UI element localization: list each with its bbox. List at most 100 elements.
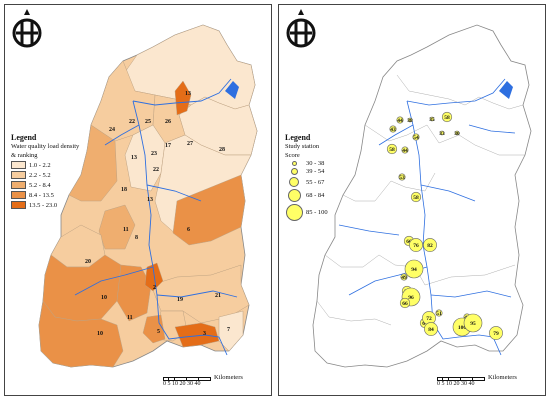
station-score-label: 76 xyxy=(413,243,419,249)
station-score-label: 44 xyxy=(402,148,408,154)
legend-swatch xyxy=(11,191,26,199)
station-circle xyxy=(398,173,406,181)
legend-subtitle-1: Study station xyxy=(285,143,320,150)
legend-circle-symbol xyxy=(287,189,301,202)
region-rank-label: 26 xyxy=(165,119,171,125)
legend-class-row: 68 - 84 xyxy=(285,188,328,203)
legend-circle-symbol xyxy=(285,204,303,221)
compass-logo-icon xyxy=(12,9,42,48)
station-circle xyxy=(386,143,398,155)
station-circle xyxy=(435,309,443,317)
station-circle xyxy=(389,125,397,133)
legend-title: Legend xyxy=(11,133,37,142)
region-rank-label: 21 xyxy=(215,293,221,299)
legend-class-label: 8.4 - 13.5 xyxy=(29,191,54,199)
station-score-label: 66 xyxy=(402,301,408,307)
basin-13-left xyxy=(68,124,118,202)
region-rank-label: 25 xyxy=(145,119,151,125)
legend-class-row: 39 - 54 xyxy=(285,167,328,176)
river-network xyxy=(338,78,516,356)
left-legend: Legend Water quality load density & rank… xyxy=(11,133,79,210)
station-score-label: 43 xyxy=(390,127,396,133)
legend-class-row: 2.2 - 5.2 xyxy=(11,170,79,180)
region-rank-label: 11 xyxy=(123,227,129,233)
right-map-panel: 4438355843543330584453586676829449569666… xyxy=(278,4,546,396)
legend-swatch xyxy=(11,161,26,169)
legend-class-row: 55 - 67 xyxy=(285,176,328,188)
station-circle xyxy=(401,146,409,154)
region-rank-label: 11 xyxy=(127,315,133,321)
station-circle xyxy=(429,116,435,122)
scale-ticks: 0 5 10 20 30 40 xyxy=(437,381,475,387)
right-scale-bar: Kilometers 0 5 10 20 30 40 xyxy=(437,374,517,387)
station-score-label: 95 xyxy=(470,321,476,327)
station-circle xyxy=(454,130,460,136)
station-circle xyxy=(489,326,503,340)
legend-class-row: 1.0 - 2.2 xyxy=(11,160,79,170)
left-map-panel: 13 22 25 26 24 27 17 28 23 13 22 18 13 11 6 8 20 10 11 2 19 2… xyxy=(4,4,272,396)
left-scale-bar: Kilometers 0 5 10 20 30 40 xyxy=(163,374,243,387)
legend-swatch xyxy=(11,181,26,189)
legend-class-label: 13.5 - 23.0 xyxy=(29,201,58,209)
scale-unit: Kilometers xyxy=(488,374,517,381)
region-rank-label: 23 xyxy=(151,151,157,157)
region-rank-label: 5 xyxy=(157,329,160,335)
scale-unit: Kilometers xyxy=(214,374,243,381)
legend-circle-symbol xyxy=(289,177,299,187)
legend-class-label: 2.2 - 5.2 xyxy=(29,171,51,179)
region-rank-label: 27 xyxy=(187,141,193,147)
station-score-label: 67 xyxy=(422,321,428,327)
station-score-label: 58 xyxy=(389,147,395,153)
legend-class-label: 39 - 54 xyxy=(306,168,325,175)
station-circle xyxy=(441,111,453,123)
station-score-label: 72 xyxy=(426,316,432,322)
basin-11 xyxy=(98,204,136,250)
station-circle xyxy=(404,259,424,279)
region-rank-label: 18 xyxy=(121,187,127,193)
region-rank-label: 6 xyxy=(187,227,190,233)
region-rank-label: 2 xyxy=(153,285,156,291)
legend-subtitle-2: & ranking xyxy=(11,152,38,159)
station-circle xyxy=(439,130,445,136)
region-rank-label: 8 xyxy=(135,235,138,241)
station-score-label: 53 xyxy=(399,175,405,181)
station-score-label: 38 xyxy=(407,118,413,124)
legend-class-label: 85 - 100 xyxy=(306,209,328,216)
station-score-label: 82 xyxy=(427,243,433,249)
station-score-label: 94 xyxy=(411,267,417,273)
legend-class-row: 5.2 - 8.4 xyxy=(11,180,79,190)
station-score-label: 66 xyxy=(406,239,412,245)
legend-class-row: 30 - 38 xyxy=(285,160,328,167)
station-score-label: 44 xyxy=(397,118,403,124)
station-score-label: 58 xyxy=(413,195,419,201)
station-score-label: 79 xyxy=(493,331,499,337)
region-rank-label: 19 xyxy=(177,297,183,303)
station-score-label: 35 xyxy=(429,117,435,123)
station-circle xyxy=(400,273,408,281)
legend-swatch xyxy=(11,171,26,179)
station-circle xyxy=(407,117,413,123)
region-rank-label: 24 xyxy=(109,127,115,133)
subbasin-boundaries xyxy=(316,74,525,326)
station-score-label: 54 xyxy=(413,135,419,141)
region-rank-label: 7 xyxy=(227,327,230,333)
legend-class-label: 1.0 - 2.2 xyxy=(29,161,51,169)
station-circle xyxy=(463,313,483,333)
station-circle xyxy=(423,238,437,252)
station-score-label: 49 xyxy=(401,275,407,281)
legend-circle-symbol xyxy=(291,161,297,166)
station-score-label: 84 xyxy=(428,327,434,333)
region-rank-label: 13 xyxy=(185,91,191,97)
lake xyxy=(499,81,513,99)
station-circle xyxy=(410,191,422,203)
legend-circle-symbol xyxy=(290,168,298,175)
region-rank-label: 22 xyxy=(153,167,159,173)
basin-6 xyxy=(172,174,246,246)
region-rank-label: 13 xyxy=(147,197,153,203)
legend-swatch xyxy=(11,201,26,209)
region-rank-label: 10 xyxy=(101,295,107,301)
right-legend: Legend Study station Score 30 - 38 39 - 5… xyxy=(285,133,328,222)
legend-class-row: 8.4 - 13.5 xyxy=(11,190,79,200)
compass-logo-icon xyxy=(286,9,316,48)
legend-class-row: 85 - 100 xyxy=(285,203,328,222)
